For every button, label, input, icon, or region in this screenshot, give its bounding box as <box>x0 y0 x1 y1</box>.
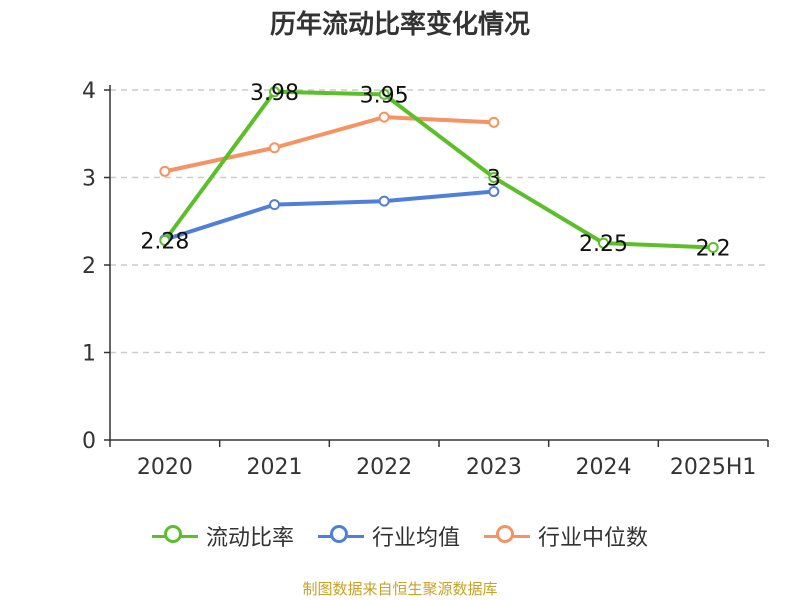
data-label: 2.2 <box>696 237 731 262</box>
data-label: 3.95 <box>360 83 409 108</box>
chart-title: 历年流动比率变化情况 <box>269 10 530 40</box>
legend-item[interactable]: 行业均值 <box>317 520 460 552</box>
data-label: 2.25 <box>579 232 628 257</box>
data-point <box>269 142 280 154</box>
y-tick-label: 0 <box>82 429 96 454</box>
x-tick-label: 2025H1 <box>670 455 757 480</box>
data-label: 2.28 <box>140 230 189 255</box>
series-lines <box>159 86 719 253</box>
legend-marker-icon <box>317 524 364 548</box>
legend-item[interactable]: 行业中位数 <box>484 520 648 552</box>
y-tick-label: 3 <box>82 167 96 192</box>
legend-marker-icon <box>484 524 530 548</box>
grid-lines <box>110 89 768 354</box>
x-tick-label: 2020 <box>137 455 193 480</box>
x-tick-label: 2024 <box>576 455 632 480</box>
data-point <box>488 116 500 128</box>
legend-label: 行业中位数 <box>538 526 649 551</box>
y-tick-label: 1 <box>82 342 96 367</box>
data-source-footer: 制图数据来自恒生聚源数据库 <box>302 580 498 598</box>
data-point <box>598 237 609 249</box>
y-tick-label: 4 <box>82 79 96 104</box>
data-point <box>488 172 500 183</box>
data-point <box>269 199 280 211</box>
data-label: 3.98 <box>250 81 299 106</box>
data-point <box>707 242 719 253</box>
data-point <box>269 86 280 98</box>
data-labels: 2.28 3.98 3.95 3 2.25 2.2 <box>140 81 730 262</box>
series-line <box>163 89 714 250</box>
x-tick-label: 2022 <box>356 455 412 480</box>
y-tick-label: 2 <box>82 254 96 279</box>
data-label: 3 <box>487 167 501 192</box>
series-line <box>164 115 494 174</box>
data-point <box>378 195 390 207</box>
axes: 0 1 2 3 4 2020 2021 2022 2023 2024 2025H1 <box>82 79 769 480</box>
x-tick-label: 2021 <box>247 455 303 480</box>
series-line <box>164 189 495 242</box>
legend-label: 流动比率 <box>205 526 294 551</box>
legend-marker-icon <box>151 524 198 548</box>
data-point <box>378 111 390 123</box>
legend-label: 行业均值 <box>371 526 460 551</box>
x-tick-label: 2023 <box>466 455 522 480</box>
legend-item[interactable]: 流动比率 <box>151 520 294 552</box>
data-point <box>488 186 500 197</box>
data-point <box>159 235 171 246</box>
data-point <box>378 88 390 100</box>
data-point <box>159 165 171 177</box>
legend: 流动比率 行业均值 行业中位数 <box>0 520 800 552</box>
